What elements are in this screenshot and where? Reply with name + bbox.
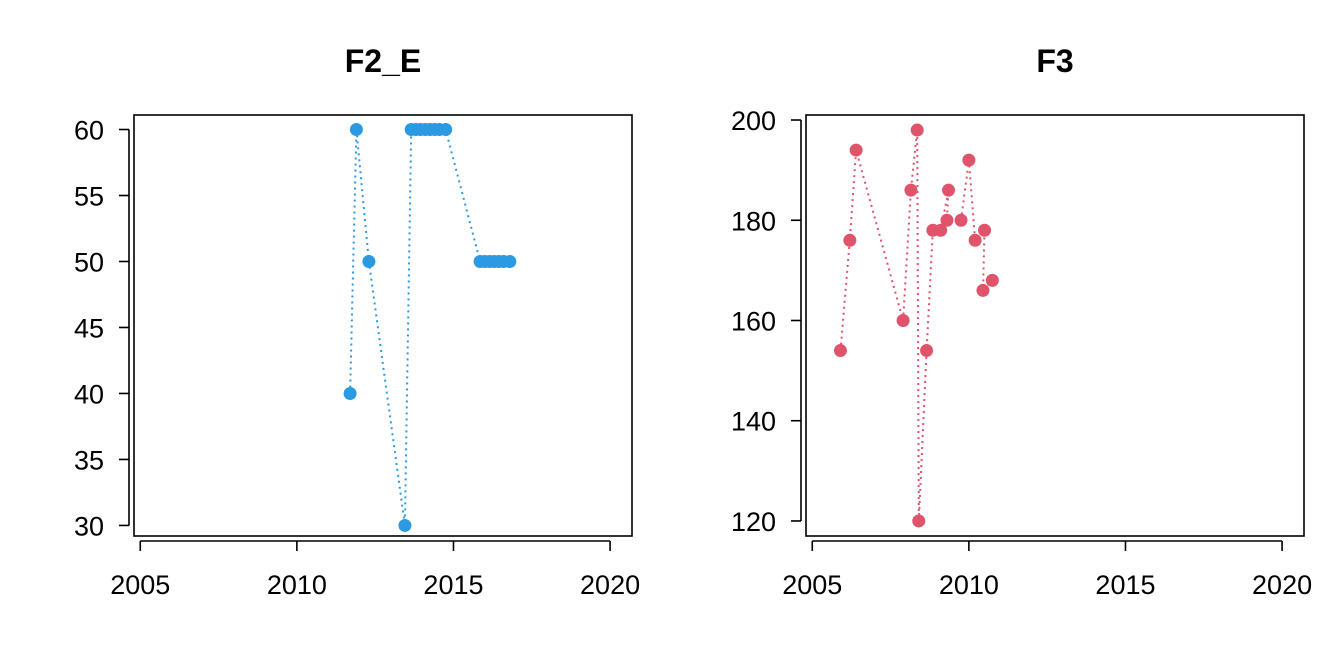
- chart-title: F3: [1036, 43, 1073, 79]
- y-tick-label: 60: [74, 116, 104, 146]
- y-tick-label: 120: [731, 507, 776, 537]
- plot-frame: [133, 114, 633, 537]
- y-tick-label: 55: [74, 182, 104, 212]
- chart-panel-f2-e: F2_E 2005 2010 2015 2020 30 35 40 45 50 55 60: [74, 43, 640, 600]
- data-point: [503, 254, 517, 268]
- series-line: [349, 128, 510, 526]
- data-point: [968, 233, 982, 247]
- y-tick-label: 40: [74, 379, 104, 409]
- data-point: [920, 344, 934, 358]
- series-layer: [833, 123, 999, 528]
- data-point: [976, 283, 990, 297]
- y-tick-label: 30: [74, 511, 104, 541]
- x-axis: 2005 2010 2015 2020: [782, 540, 1312, 600]
- series-layer: [343, 123, 517, 532]
- y-tick-label: 50: [74, 247, 104, 277]
- y-tick-label: 140: [731, 407, 776, 437]
- data-point: [896, 313, 910, 327]
- data-point: [904, 183, 918, 197]
- chart-panel-f3: F3 2005 2010 2015 2020 120 140 160 180 200: [731, 43, 1312, 600]
- chart-title: F2_E: [345, 43, 421, 79]
- data-point: [962, 153, 976, 167]
- data-point: [833, 344, 847, 358]
- x-axis: 2005 2010 2015 2020: [110, 540, 640, 600]
- y-tick-label: 180: [731, 206, 776, 236]
- y-tick-label: 35: [74, 445, 104, 475]
- data-point: [843, 233, 857, 247]
- x-tick-label: 2005: [110, 570, 170, 600]
- y-tick-label: 200: [731, 106, 776, 136]
- x-tick-label: 2015: [423, 570, 483, 600]
- y-axis: 30 35 40 45 50 55 60: [74, 116, 130, 541]
- data-point: [940, 213, 954, 227]
- x-tick-label: 2010: [939, 570, 999, 600]
- x-tick-label: 2005: [782, 570, 842, 600]
- x-tick-label: 2010: [267, 570, 327, 600]
- data-point: [912, 514, 926, 528]
- data-point: [439, 123, 453, 137]
- data-point: [954, 213, 968, 227]
- data-point: [849, 143, 863, 157]
- data-point: [398, 518, 412, 532]
- x-tick-label: 2020: [1252, 570, 1312, 600]
- x-tick-label: 2015: [1095, 570, 1155, 600]
- y-axis: 120 140 160 180 200: [731, 106, 802, 537]
- data-point: [362, 254, 376, 268]
- data-point: [910, 123, 924, 137]
- data-point: [978, 223, 992, 237]
- data-point: [934, 223, 948, 237]
- y-tick-label: 45: [74, 313, 104, 343]
- plot-frame: [805, 114, 1305, 537]
- data-point: [349, 123, 363, 137]
- data-point: [343, 386, 357, 400]
- y-tick-label: 160: [731, 306, 776, 336]
- x-tick-label: 2020: [580, 570, 640, 600]
- data-point: [985, 273, 999, 287]
- data-point: [942, 183, 956, 197]
